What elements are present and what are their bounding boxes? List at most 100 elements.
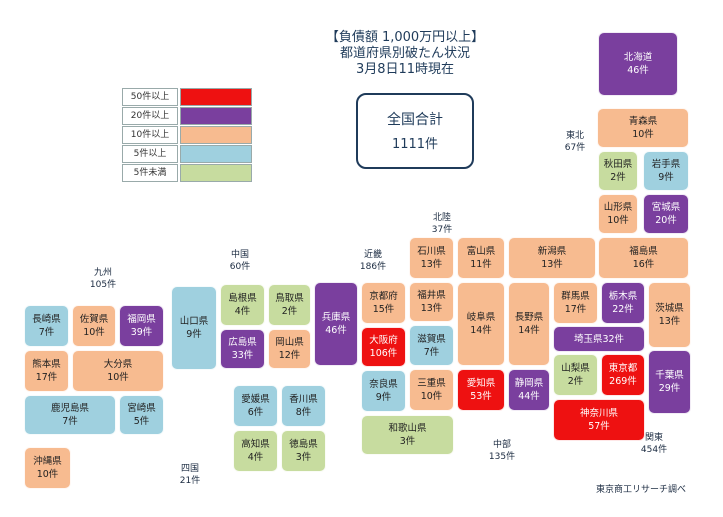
prefecture-name: 愛媛県 <box>241 394 270 405</box>
legend-label: 20件以上 <box>122 107 178 125</box>
prefecture-count: 10件 <box>107 372 129 383</box>
prefecture-count: 8件 <box>295 407 312 418</box>
prefecture-gifu: 岐阜県 14件 <box>457 282 505 366</box>
prefecture-toyama: 富山県 11件 <box>457 237 505 279</box>
prefecture-count: 53件 <box>470 391 492 402</box>
prefecture-count: 22件 <box>612 304 634 315</box>
region-count: 37件 <box>431 225 453 235</box>
region-count: 60件 <box>229 262 251 272</box>
prefecture-akita: 秋田県 2件 <box>598 151 638 191</box>
prefecture-count: 9件 <box>375 392 392 403</box>
region-label-kanto: 関東 454件 <box>634 432 674 456</box>
region-label-hokuriku: 北陸 37件 <box>424 212 460 236</box>
region-count: 454件 <box>640 445 668 455</box>
prefecture-count: 9件 <box>186 329 202 340</box>
prefecture-okinawa: 沖縄県 10件 <box>24 447 71 489</box>
prefecture-name: 新潟県 <box>537 246 567 257</box>
prefecture-kumamoto: 熊本県 17件 <box>24 350 69 392</box>
prefecture-oita: 大分県 10件 <box>72 350 164 392</box>
prefecture-name: 岐阜県 <box>466 312 496 323</box>
prefecture-name: 鹿児島県 <box>50 403 89 414</box>
region-name: 北陸 <box>432 213 451 223</box>
prefecture-name: 徳島県 <box>289 439 318 450</box>
prefecture-ibaraki: 茨城県 13件 <box>648 282 691 348</box>
prefecture-count: 9件 <box>658 172 674 183</box>
prefecture-count: 13件 <box>658 316 681 327</box>
region-name: 九州 <box>93 268 112 278</box>
prefecture-name: 長野県 <box>514 312 544 323</box>
map-title: 【負債額 1,000万円以上】 都道府県別破たん状況 3月8日11時現在 <box>300 30 510 78</box>
prefecture-tottori: 鳥取県 2件 <box>268 284 311 326</box>
prefecture-count: 4件 <box>234 306 251 317</box>
prefecture-name: 大分県 <box>103 359 133 370</box>
prefecture-yamaguchi: 山口県 9件 <box>171 286 217 370</box>
prefecture-tochigi: 栃木県 22件 <box>601 282 645 324</box>
national-total-label: 全国合計 <box>387 112 443 128</box>
prefecture-count: 46件 <box>325 325 347 336</box>
prefecture-nagano: 長野県 14件 <box>508 282 550 366</box>
prefecture-yamanashi: 山梨県 2件 <box>553 354 598 396</box>
legend-label: 10件以上 <box>122 126 178 144</box>
prefecture-name: 島根県 <box>228 293 257 304</box>
legend-swatch <box>180 107 252 125</box>
prefecture-name: 福井県 <box>417 290 446 301</box>
prefecture-count: 7件 <box>38 327 55 338</box>
prefecture-osaka: 大阪府 106件 <box>361 327 406 367</box>
prefecture-name: 愛知県 <box>466 378 496 389</box>
prefecture-hokkaido: 北海道 46件 <box>598 32 678 96</box>
prefecture-name: 富山県 <box>466 246 496 257</box>
prefecture-shimane: 島根県 4件 <box>220 284 265 326</box>
prefecture-count: 11件 <box>470 259 492 270</box>
prefecture-count: 17件 <box>35 372 58 383</box>
legend-item: 50件以上 <box>122 88 252 106</box>
title-line-3: 3月8日11時現在 <box>355 62 455 77</box>
prefecture-name: 静岡県 <box>514 378 544 389</box>
region-count: 21件 <box>179 476 201 486</box>
prefecture-count: 3件 <box>295 452 312 463</box>
prefecture-fukuoka: 福岡県 39件 <box>119 305 164 347</box>
region-name: 四国 <box>180 464 199 474</box>
prefecture-count: 39件 <box>130 327 153 338</box>
prefecture-count: 57件 <box>588 421 610 432</box>
region-count: 67件 <box>564 143 586 153</box>
region-name: 近畿 <box>363 250 382 260</box>
prefecture-name: 香川県 <box>289 394 318 405</box>
prefecture-count: 6件 <box>247 407 264 418</box>
prefecture-count: 5件 <box>133 416 150 427</box>
region-label-tohoku: 東北 67件 <box>557 130 593 154</box>
prefecture-name: 広島県 <box>228 337 257 348</box>
prefecture-name: 埼玉県 <box>573 333 603 345</box>
prefecture-gunma: 群馬県 17件 <box>553 282 598 324</box>
prefecture-name: 兵庫県 <box>321 312 351 323</box>
prefecture-count: 32件 <box>602 333 625 345</box>
legend-item: 5件以上 <box>122 145 252 163</box>
prefecture-count: 17件 <box>564 304 587 315</box>
prefecture-name: 三重県 <box>417 378 446 389</box>
prefecture-saitama: 埼玉県 32件 <box>553 326 645 352</box>
legend-item: 5件未満 <box>122 164 252 182</box>
prefecture-name: 高知県 <box>241 439 270 450</box>
prefecture-name: 山形県 <box>603 202 633 213</box>
prefecture-name: 鳥取県 <box>275 293 304 304</box>
legend-label: 50件以上 <box>122 88 178 106</box>
prefecture-miyagi: 宮城県 20件 <box>643 194 689 234</box>
prefecture-miyazaki: 宮崎県 5件 <box>119 395 164 435</box>
prefecture-name: 佐賀県 <box>79 314 109 325</box>
prefecture-iwate: 岩手県 9件 <box>643 151 689 191</box>
prefecture-hiroshima: 広島県 33件 <box>220 329 265 369</box>
prefecture-hyogo: 兵庫県 46件 <box>314 282 358 366</box>
title-line-1: 【負債額 1,000万円以上】 <box>325 30 485 45</box>
prefecture-ehime: 愛媛県 6件 <box>233 385 278 427</box>
prefecture-name: 長崎県 <box>32 314 61 325</box>
prefecture-fukui: 福井県 13件 <box>409 282 454 322</box>
prefecture-wakayama: 和歌山県 3件 <box>361 415 454 455</box>
prefecture-name: 宮崎県 <box>127 403 156 414</box>
region-count: 186件 <box>359 262 387 272</box>
prefecture-name: 茨城県 <box>655 303 684 314</box>
prefecture-name: 青森県 <box>628 116 658 127</box>
prefecture-count: 10件 <box>83 327 105 338</box>
prefecture-fukushima: 福島県 16件 <box>598 237 689 279</box>
prefecture-count: 269件 <box>609 376 637 387</box>
prefecture-count: 16件 <box>632 259 655 270</box>
prefecture-count: 20件 <box>655 215 677 226</box>
